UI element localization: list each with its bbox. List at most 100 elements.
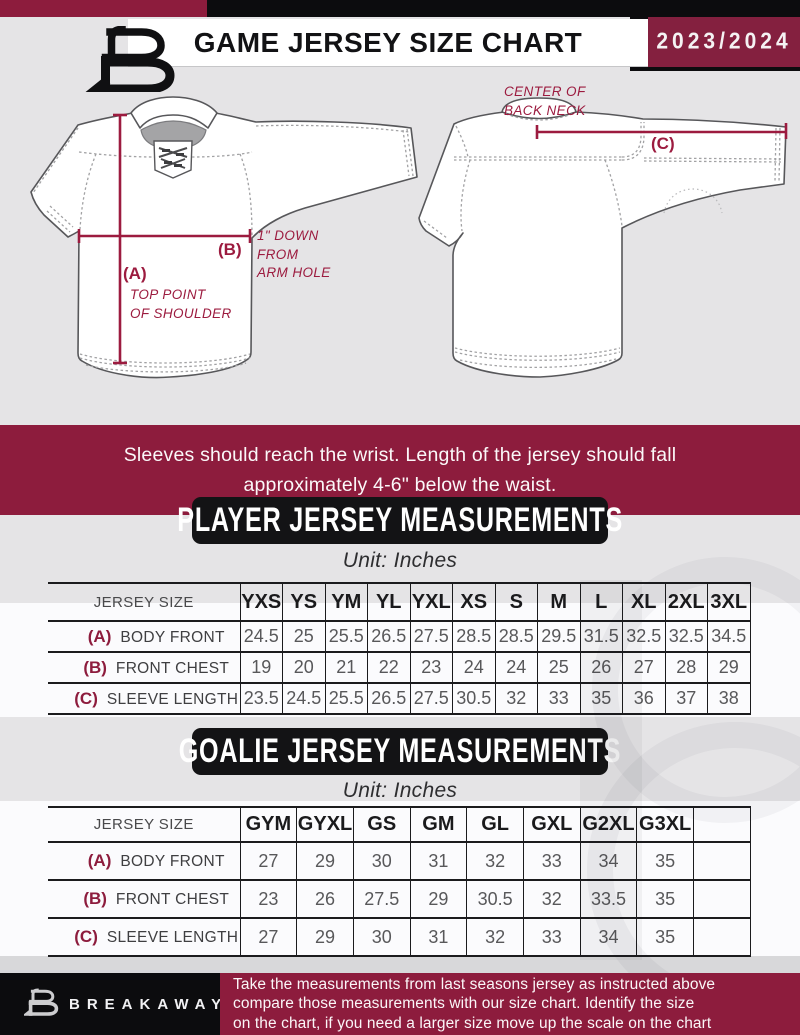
player-value-YXL: 27.5 — [409, 620, 453, 653]
player-value-L: 31.5 — [579, 620, 623, 653]
player-value-M: 25 — [537, 651, 581, 684]
goalie-value-GXL: 33 — [522, 841, 581, 881]
goalie-size-header-GL: GL — [466, 806, 524, 843]
player-unit-label: Unit: Inches — [342, 549, 458, 572]
player-value-YXS: 24.5 — [239, 620, 283, 653]
player-value-YXL: 23 — [409, 651, 453, 684]
player-measurements-heading: PLAYER JERSEY MEASUREMENTS — [177, 497, 622, 544]
goalie-value-GXL: 33 — [522, 917, 581, 957]
goalie-row(B): (B) FRONT CHEST 23 26 27.5 29 30.5 32 33.5 35 — [48, 879, 751, 919]
goalie-size-header-GS: GS — [352, 806, 411, 843]
player-size-header-M: M — [537, 582, 581, 622]
measure-a-tag: (A) — [123, 264, 147, 283]
player-value-XL: 36 — [622, 682, 666, 715]
goalie-size-header-GYM: GYM — [239, 806, 298, 843]
page-title-box: GAME JERSEY SIZE CHART — [128, 19, 648, 67]
player-size-table: JERSEY SIZE YXS YS YM YL YXL XS S M L XL 2XL 3XL (A) B… — [48, 582, 751, 715]
player-value-XL: 32.5 — [622, 620, 666, 653]
player-value-3XL: 29 — [707, 651, 751, 684]
goalie-value-blank — [693, 841, 751, 881]
goalie-value-GXL: 32 — [522, 879, 581, 919]
jersey-drawings — [30, 96, 788, 379]
player-size-header-YXL: YXL — [409, 582, 453, 622]
player-row(C): (C) SLEEVE LENGTH 23.5 24.5 25.5 26.5 27.5 30.5… — [48, 682, 751, 715]
goalie-value-GM: 31 — [409, 841, 468, 881]
player-row-label: (C) SLEEVE LENGTH — [48, 682, 241, 715]
goalie-value-GYM: 27 — [239, 917, 298, 957]
goalie-size-header-G2XL: G2XL — [579, 806, 638, 843]
player-value-YXL: 27.5 — [409, 682, 453, 715]
measure-tag: (A) — [87, 851, 112, 870]
footer-line1: Take the measurements from last seasons … — [233, 975, 716, 993]
player-size-header-YL: YL — [367, 582, 411, 622]
goalie-value-G3XL: 35 — [636, 841, 694, 881]
player-value-XS: 28.5 — [452, 620, 496, 653]
player-value-YL: 22 — [367, 651, 411, 684]
player-size-header-3XL: 3XL — [707, 582, 751, 622]
player-size-header-YM: YM — [324, 582, 368, 622]
measure-tag: (B) — [83, 657, 107, 677]
goalie-row-label: (A) BODY FRONT — [48, 841, 241, 881]
player-value-2XL: 28 — [664, 651, 708, 684]
center-back-neck-label: CENTER OF BACK NECK — [504, 84, 586, 118]
top-point-shoulder-label: TOP POINT OF SHOULDER — [130, 287, 232, 321]
measure-tag: (C) — [74, 927, 98, 946]
player-value-2XL: 37 — [664, 682, 708, 715]
measure-tag: (C) — [74, 688, 98, 708]
goalie-size-table: JERSEY SIZE GYM GYXL GS GM GL GXL G2XL G3XL (A) BO… — [48, 806, 751, 957]
player-value-YXS: 23.5 — [239, 682, 283, 715]
goalie-value-G2XL: 33.5 — [579, 879, 638, 919]
player-value-YS: 24.5 — [282, 682, 326, 715]
goalie-value-GL: 30.5 — [466, 879, 524, 919]
fit-note-line1: Sleeves should reach the wrist. Length o… — [123, 444, 677, 466]
goalie-size-header-GXL: GXL — [522, 806, 581, 843]
measure-tag: (B) — [83, 889, 107, 908]
goalie-row(C): (C) SLEEVE LENGTH 27 29 30 31 32 33 34 35 — [48, 917, 751, 957]
player-size-header-YXS: YXS — [239, 582, 283, 622]
player-value-XS: 24 — [452, 651, 496, 684]
goalie-value-G2XL: 34 — [579, 841, 638, 881]
goalie-value-G2XL: 34 — [579, 917, 638, 957]
goalie-unit-label: Unit: Inches — [342, 779, 458, 802]
player-size-header-YS: YS — [282, 582, 326, 622]
player-row(A): (A) BODY FRONT 24.5 25 25.5 26.5 27.5 28.5 28.5 2… — [48, 620, 751, 653]
goalie-value-blank — [693, 879, 751, 919]
player-value-S: 24 — [494, 651, 538, 684]
pre-footer-strip — [0, 956, 800, 973]
goalie-value-GYXL: 29 — [296, 917, 354, 957]
player-value-XS: 30.5 — [452, 682, 496, 715]
player-value-YL: 26.5 — [367, 620, 411, 653]
player-value-YS: 25 — [282, 620, 326, 653]
footer-breakaway-b-logo-icon — [21, 987, 60, 1021]
player-value-3XL: 34.5 — [707, 620, 751, 653]
player-value-XL: 27 — [622, 651, 666, 684]
footer-line3: on the chart, if you need a larger size … — [233, 1014, 712, 1032]
player-row-label: (B) FRONT CHEST — [48, 651, 241, 684]
player-value-YL: 26.5 — [367, 682, 411, 715]
player-value-M: 33 — [537, 682, 581, 715]
player-value-L: 35 — [579, 682, 623, 715]
goalie-size-header-G3XL: G3XL — [636, 806, 694, 843]
goalie-value-G3XL: 35 — [636, 917, 694, 957]
player-value-YM: 25.5 — [324, 682, 368, 715]
player-value-YM: 25.5 — [324, 620, 368, 653]
goalie-size-header-blank — [693, 806, 751, 843]
player-value-YXS: 19 — [239, 651, 283, 684]
goalie-size-header-GYXL: GYXL — [296, 806, 354, 843]
goalie-row(A): (A) BODY FRONT 27 29 30 31 32 33 34 35 — [48, 841, 751, 881]
goalie-value-GYXL: 29 — [296, 841, 354, 881]
goalie-measurements-heading: GOALIE JERSEY MEASUREMENTS — [179, 728, 620, 775]
fit-note-line2: approximately 4-6" below the waist. — [243, 474, 557, 496]
header-maroon-strip — [0, 0, 207, 17]
goalie-value-GL: 32 — [466, 917, 524, 957]
page-title: GAME JERSEY SIZE CHART — [193, 26, 583, 58]
measure-label: BODY FRONT — [120, 853, 225, 870]
player-value-2XL: 32.5 — [664, 620, 708, 653]
player-size-header-S: S — [494, 582, 538, 622]
goalie-value-GM: 29 — [409, 879, 468, 919]
player-size-header-2XL: 2XL — [664, 582, 708, 622]
footer-line2: compare those measurements with our size… — [233, 995, 695, 1013]
goalie-value-GYM: 27 — [239, 841, 298, 881]
goalie-value-blank — [693, 917, 751, 957]
